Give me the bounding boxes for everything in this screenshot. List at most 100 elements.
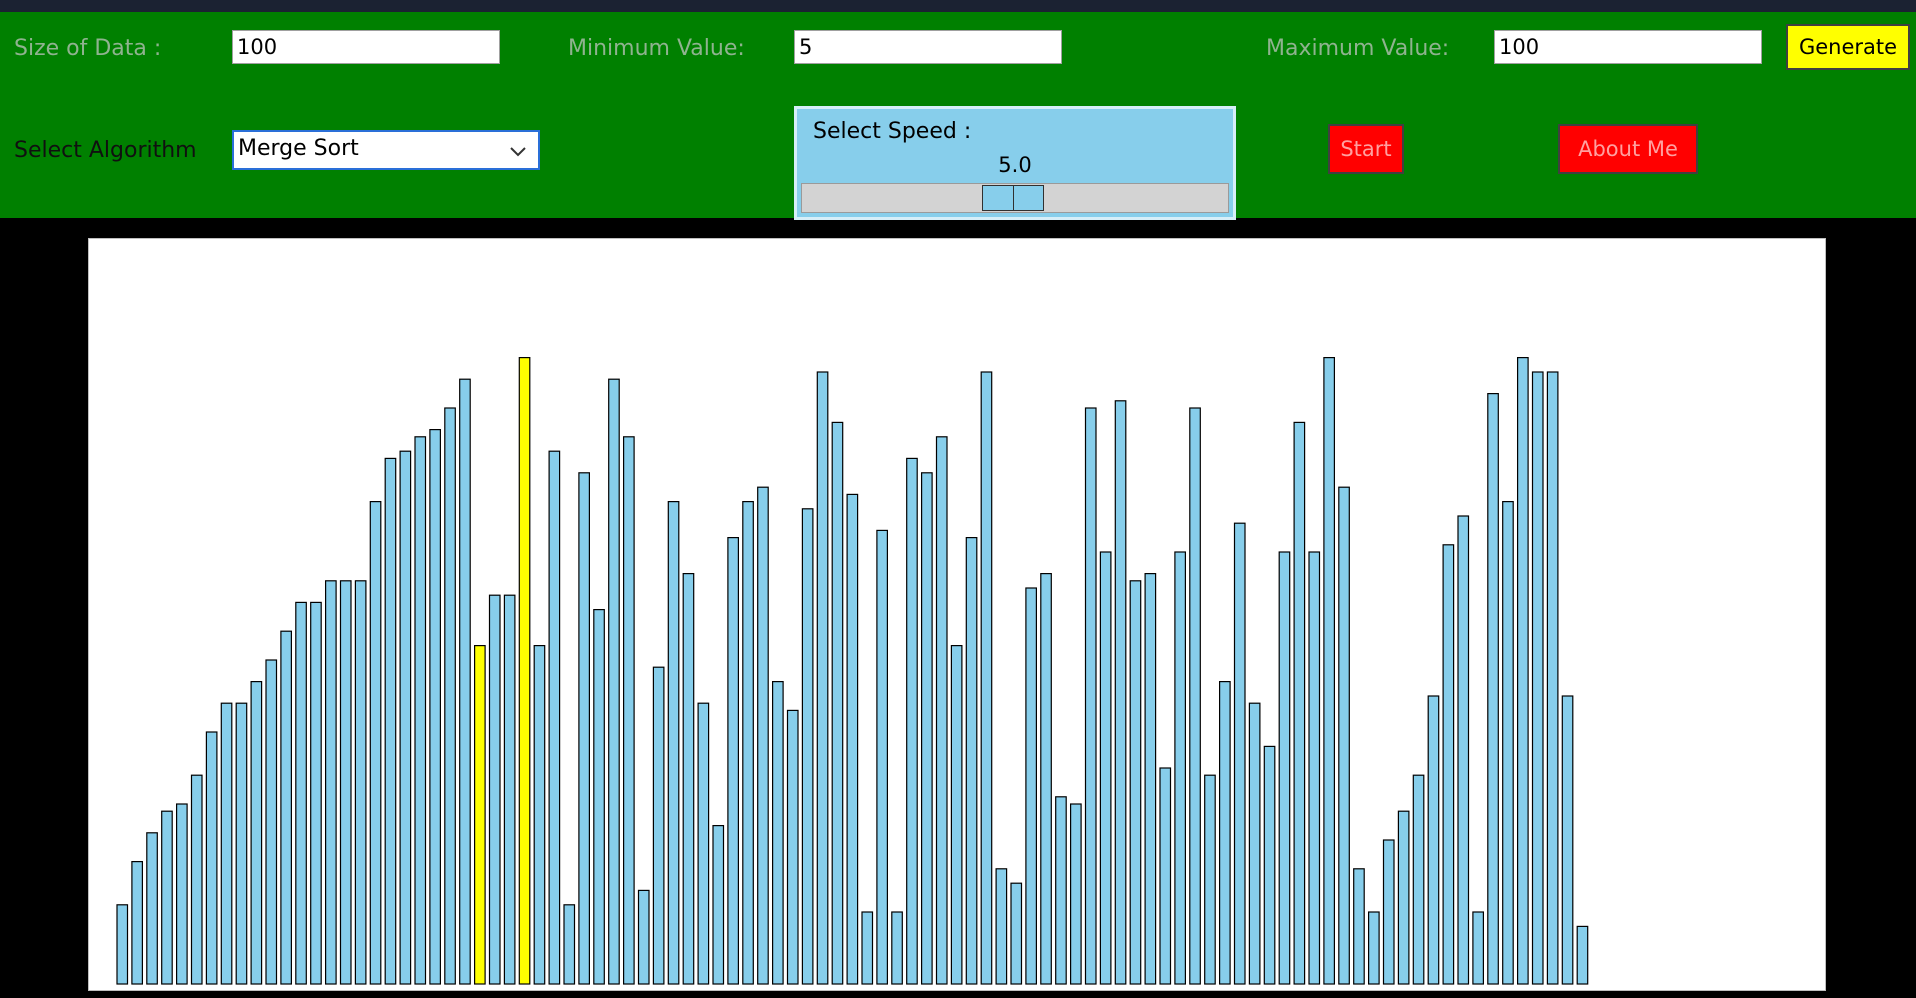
data-bar [1442,544,1455,985]
data-bar [846,493,859,985]
data-bar [712,824,725,985]
data-bar [399,450,412,985]
data-bar [1084,407,1097,985]
speed-value-readout: 5.0 [998,153,1032,177]
data-bar [950,645,963,985]
data-bar [1278,551,1291,985]
data-bar [265,659,278,985]
window-title-strip [0,0,1916,12]
data-bar [637,889,650,985]
data-bar [980,371,993,985]
data-bar [622,436,635,985]
data-bar [697,702,710,985]
data-bar [563,904,576,985]
data-bar [459,378,471,985]
algorithm-selected-value: Merge Sort [238,136,359,161]
speed-control-frame: Select Speed : 5.0 [794,106,1236,220]
data-bar [876,529,889,985]
data-bar [801,508,814,985]
minimum-value-input[interactable] [794,30,1062,64]
data-bar [295,601,307,985]
data-bar [965,537,978,985]
bar-chart [116,356,1589,985]
data-bar-highlighted [474,645,486,985]
data-bar [1159,767,1172,985]
data-bar [1427,695,1440,985]
data-bar [503,594,516,985]
data-bar [250,681,263,985]
data-bar [1516,356,1529,985]
data-bar [742,501,754,985]
data-bar [429,429,441,985]
data-bar [1248,702,1261,985]
data-bar [1502,501,1514,985]
data-bar [175,803,188,985]
data-bar [384,457,397,985]
data-bar [325,580,337,985]
data-bar [1055,796,1067,985]
start-button[interactable]: Start [1328,124,1404,174]
data-bar [593,609,605,985]
data-bar [310,601,322,985]
data-bar [1189,407,1201,985]
data-bar [1397,810,1410,985]
data-bar [205,731,218,985]
sorting-canvas [88,238,1826,991]
data-bar [1174,551,1187,985]
speed-slider-thumb[interactable] [982,185,1044,211]
data-bar [682,573,695,985]
data-bar [816,371,829,985]
data-bar [920,472,933,985]
data-bar [161,810,173,985]
maximum-value-input[interactable] [1494,30,1762,64]
data-bar [280,630,292,985]
control-panel: Size of Data : Minimum Value: Maximum Va… [0,12,1916,220]
data-bar [1069,803,1082,985]
data-bar [1010,882,1023,985]
data-bar [935,436,948,985]
data-bar [1308,551,1321,985]
data-bar [608,378,620,985]
data-bar [220,702,233,985]
data-bar [354,580,367,985]
data-bar [146,832,158,985]
data-bar [757,486,769,985]
data-bar [1367,911,1380,985]
data-bar-highlighted [518,356,531,985]
data-bar [1487,393,1499,985]
select-speed-label: Select Speed : [813,119,972,144]
size-of-data-label: Size of Data : [14,36,162,61]
data-bar [414,436,427,985]
maximum-value-label: Maximum Value: [1266,36,1450,61]
data-bar [131,860,144,985]
algorithm-select[interactable]: Merge Sort [232,130,540,170]
data-bar [1382,839,1395,985]
data-bar [488,594,501,985]
data-bar [771,681,784,985]
data-bar [1472,911,1485,985]
data-bar [578,472,590,985]
data-bar [1040,573,1052,985]
generate-button[interactable]: Generate [1786,24,1910,70]
data-bar [190,774,203,985]
data-bar [727,537,740,985]
data-bar [1204,774,1216,985]
data-bar [906,457,918,985]
data-bar [1263,745,1276,985]
slider-grip-line [1013,186,1014,210]
data-bar [1412,774,1425,985]
data-bar [369,501,382,985]
data-bar [1025,587,1038,985]
speed-slider[interactable] [801,183,1229,213]
data-bar [786,709,799,985]
data-bar [1233,522,1246,985]
size-of-data-input[interactable] [232,30,500,64]
data-bar [116,904,129,985]
data-bar [861,911,874,985]
about-me-button[interactable]: About Me [1558,124,1698,174]
data-bar [1144,573,1157,985]
data-bar [1561,695,1574,985]
data-bar [1218,681,1231,985]
data-bar [1293,421,1306,985]
